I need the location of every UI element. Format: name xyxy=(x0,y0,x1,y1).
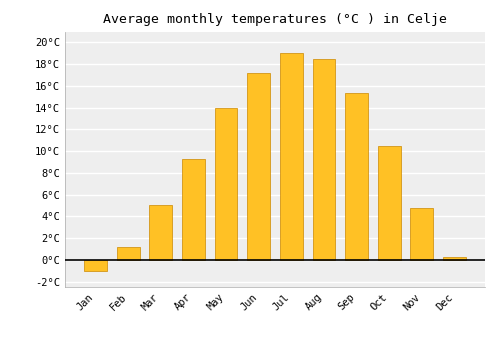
Bar xyxy=(182,159,205,260)
Bar xyxy=(214,107,238,260)
Bar xyxy=(378,146,400,260)
Bar xyxy=(116,247,140,260)
Bar xyxy=(410,208,434,260)
Bar xyxy=(248,73,270,260)
Bar xyxy=(84,260,107,271)
Bar xyxy=(312,59,336,260)
Bar xyxy=(280,53,302,260)
Title: Average monthly temperatures (°C ) in Celje: Average monthly temperatures (°C ) in Ce… xyxy=(103,13,447,26)
Bar xyxy=(443,257,466,260)
Bar xyxy=(345,93,368,260)
Bar xyxy=(150,205,172,260)
